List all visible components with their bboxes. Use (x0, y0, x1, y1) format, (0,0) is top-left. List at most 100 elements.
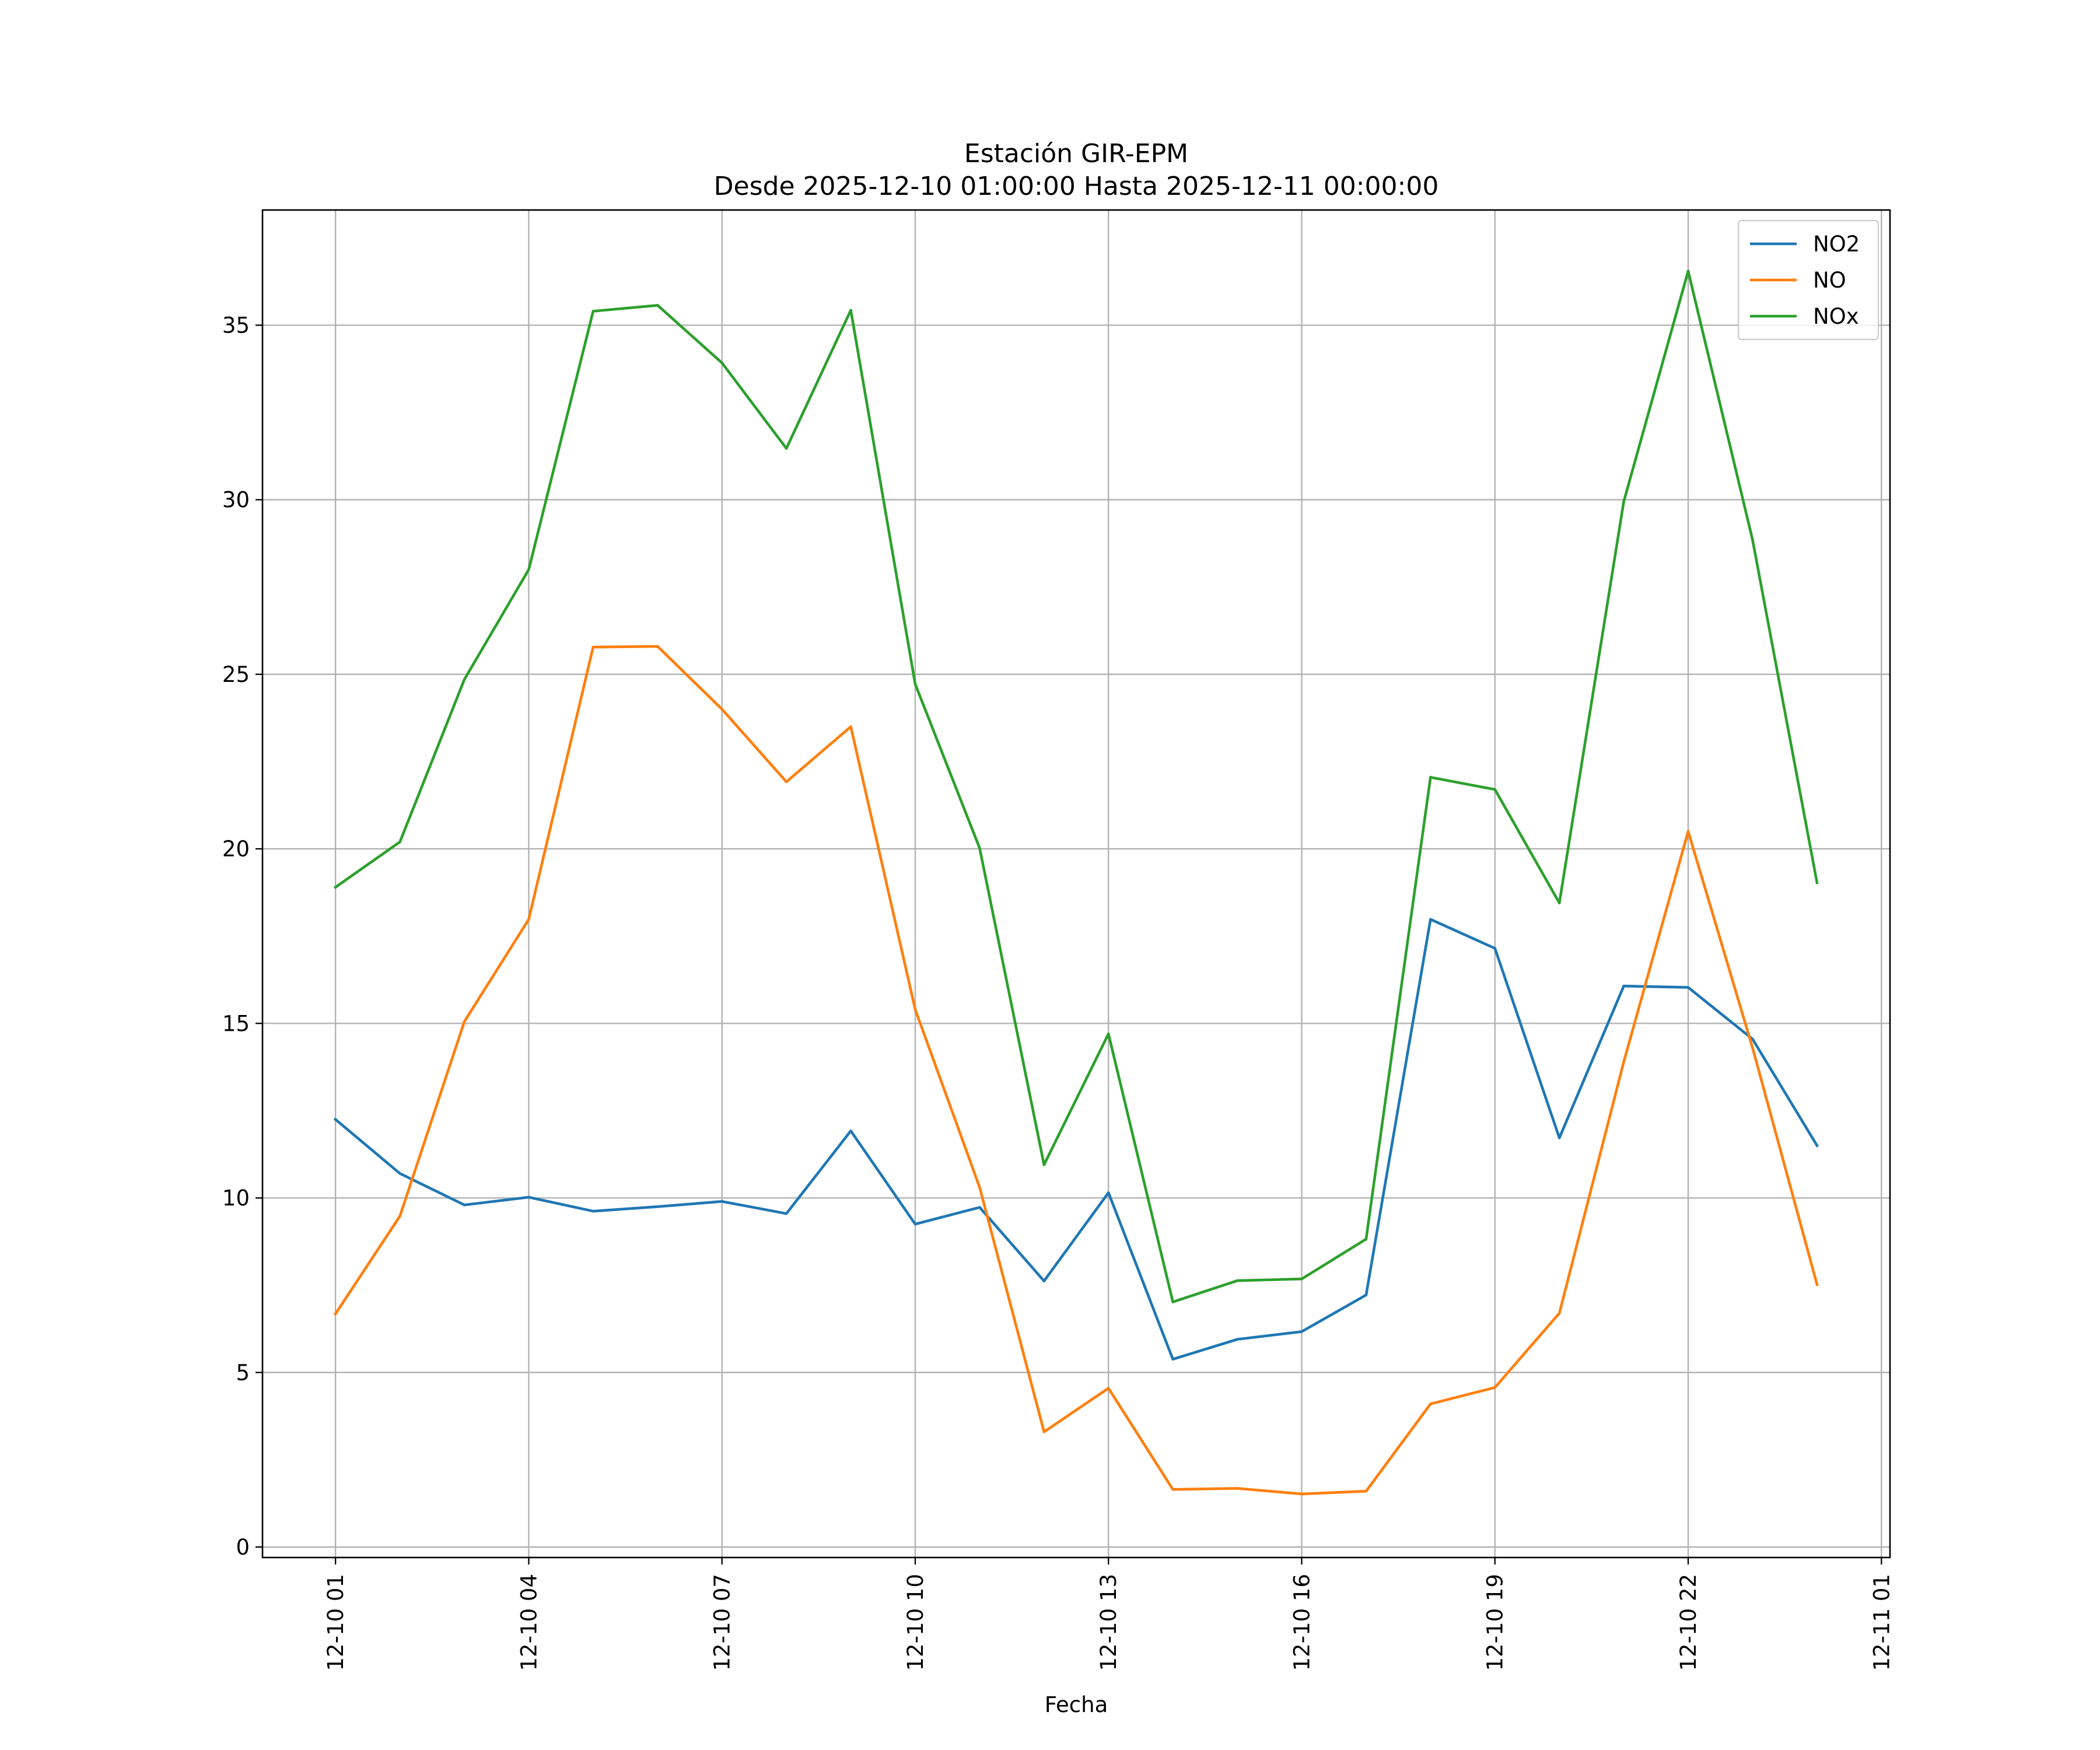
data-point-no2 (1364, 1293, 1368, 1297)
series-no2-line (333, 918, 1819, 1361)
data-point-no2 (914, 1223, 917, 1226)
legend-label-nox: NOx (1813, 304, 1859, 329)
y-tick-label: 15 (222, 1011, 250, 1036)
data-point-no2 (334, 1118, 337, 1121)
x-axis: 12-10 01 12-10 04 12-10 07 12-10 10 12-10 13… (323, 1558, 1894, 1671)
data-point-nox (1686, 270, 1690, 273)
data-point-no (849, 725, 852, 728)
data-point-no (527, 918, 530, 921)
x-tick-label: 12-10 22 (1676, 1574, 1701, 1671)
data-point-no (334, 1312, 337, 1315)
data-point-no (1042, 1430, 1046, 1433)
data-point-no (978, 1186, 981, 1189)
data-point-nox (1493, 788, 1497, 791)
data-point-no2 (1558, 1136, 1561, 1139)
data-point-no2 (1815, 1144, 1819, 1147)
data-point-nox (1042, 1163, 1046, 1167)
y-tick-label: 5 (236, 1360, 250, 1385)
x-tick-label: 12-10 16 (1289, 1574, 1314, 1671)
data-point-no (463, 1020, 466, 1023)
data-point-nox (914, 682, 917, 685)
legend-label-no: NO (1813, 268, 1846, 293)
data-point-no (656, 645, 659, 648)
data-point-no2 (1686, 986, 1690, 989)
data-point-no (914, 1008, 917, 1011)
data-point-no2 (849, 1129, 852, 1132)
data-point-nox (1751, 538, 1754, 541)
data-point-nox (398, 840, 401, 844)
data-point-no (1429, 1402, 1432, 1405)
data-point-no (720, 708, 723, 711)
legend-box (1737, 219, 1880, 341)
data-point-nox (527, 568, 530, 571)
data-point-no (1558, 1311, 1561, 1315)
data-point-no (398, 1214, 401, 1218)
data-point-no2 (656, 1205, 659, 1208)
x-tick-label: 12-10 01 (323, 1574, 348, 1671)
data-point-no2 (1107, 1191, 1110, 1194)
data-point-nox (849, 309, 852, 312)
data-point-nox (785, 447, 788, 450)
x-tick-label: 12-11 01 (1869, 1574, 1894, 1671)
x-gridlines (334, 210, 1882, 1558)
data-point-nox (1236, 1279, 1239, 1282)
data-point-nox (334, 886, 337, 889)
data-point-no2 (398, 1172, 401, 1175)
data-point-no2 (463, 1203, 466, 1206)
data-point-no2 (720, 1200, 723, 1203)
legend: NO2 NO NOx (1737, 219, 1880, 341)
data-point-nox (1107, 1032, 1110, 1035)
data-point-no (1622, 1060, 1625, 1063)
data-point-nox (1558, 901, 1561, 905)
data-point-nox (1364, 1237, 1368, 1241)
data-point-no (1171, 1488, 1174, 1491)
data-point-nox (463, 678, 466, 681)
y-tick-label: 0 (236, 1535, 250, 1560)
series-nox (333, 270, 1819, 1304)
data-point-nox (1429, 776, 1432, 779)
data-point-nox (978, 846, 981, 850)
data-point-no (1686, 830, 1690, 833)
x-tick-label: 12-10 10 (903, 1574, 928, 1671)
data-point-no2 (785, 1212, 788, 1215)
data-point-no2 (978, 1206, 981, 1209)
x-tick-label: 12-10 04 (516, 1574, 541, 1671)
y-axis: 0 5 10 15 20 25 30 35 (222, 313, 262, 1560)
data-point-no (1236, 1487, 1239, 1490)
data-point-nox (1171, 1300, 1174, 1304)
data-point-nox (1300, 1278, 1303, 1280)
data-point-nox (1815, 881, 1819, 884)
data-point-no (785, 780, 788, 783)
data-point-no (592, 645, 595, 649)
data-point-no2 (1300, 1330, 1303, 1334)
chart-title: Estación GIR-EPM (964, 139, 1188, 169)
series-nox-line (333, 270, 1819, 1304)
data-point-nox (592, 310, 595, 313)
data-point-no (1107, 1387, 1110, 1390)
x-tick-label: 12-10 07 (710, 1574, 735, 1671)
plot-frame (261, 209, 1891, 1559)
data-point-no (1493, 1386, 1497, 1389)
y-tick-label: 35 (222, 313, 250, 338)
data-point-no (1364, 1489, 1368, 1493)
y-tick-label: 30 (222, 488, 250, 513)
data-point-no2 (527, 1196, 530, 1199)
x-tick-label: 12-10 13 (1096, 1574, 1121, 1671)
data-point-no2 (1171, 1357, 1174, 1361)
data-point-no (1751, 1046, 1754, 1049)
chart-subtitle: Desde 2025-12-10 01:00:00 Hasta 2025-12-… (714, 172, 1439, 201)
x-axis-label: Fecha (1045, 1692, 1108, 1717)
series-no2 (333, 918, 1819, 1361)
series-no-line (333, 645, 1819, 1496)
data-point-no2 (1751, 1038, 1754, 1041)
data-point-nox (656, 304, 659, 307)
y-tick-label: 10 (222, 1186, 250, 1211)
data-point-no (1815, 1283, 1819, 1286)
data-point-no2 (1236, 1338, 1239, 1341)
legend-label-no2: NO2 (1813, 232, 1860, 257)
series-no (333, 645, 1819, 1496)
y-tick-label: 20 (222, 836, 250, 862)
series-layer (333, 270, 1819, 1496)
data-point-no2 (1429, 918, 1432, 921)
